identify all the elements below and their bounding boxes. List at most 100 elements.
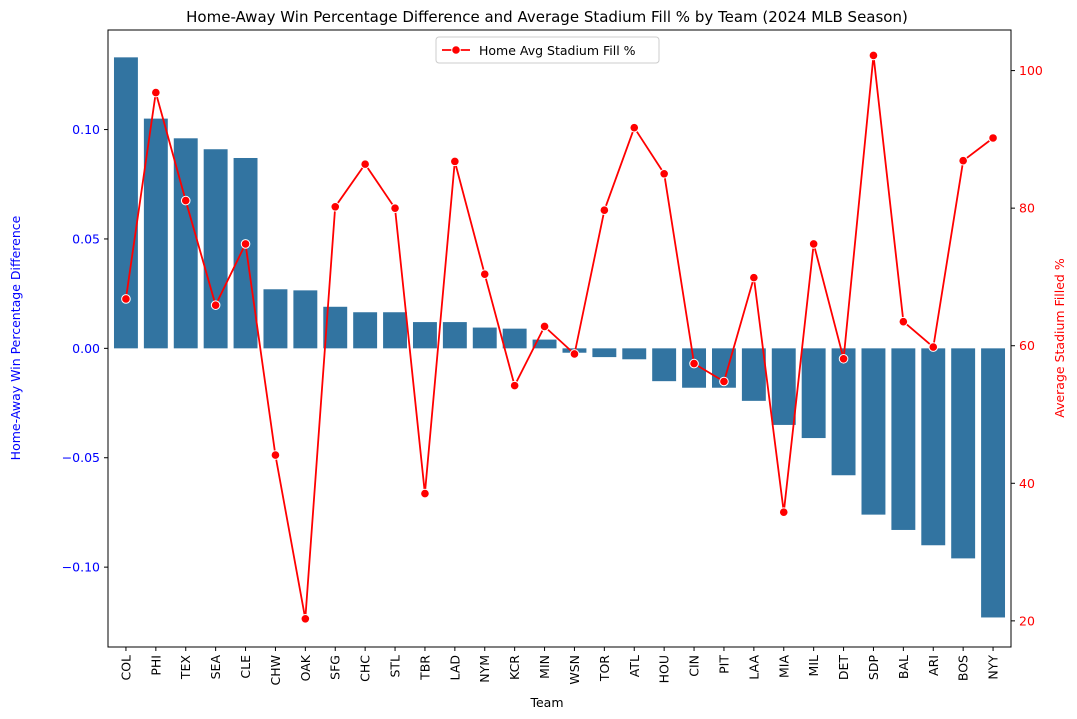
fill-point-tor bbox=[599, 205, 610, 216]
fill-point-laa bbox=[749, 272, 759, 283]
x-tick-label-bal: BAL bbox=[896, 655, 911, 679]
fill-point-ari bbox=[928, 342, 939, 352]
bar-phi bbox=[143, 118, 168, 349]
x-tick-label-det: DET bbox=[836, 655, 851, 681]
bar-tex bbox=[173, 138, 198, 349]
bar-ari bbox=[921, 348, 946, 546]
fill-point-col bbox=[121, 294, 131, 304]
bar-det bbox=[831, 348, 856, 476]
bar-atl bbox=[622, 348, 647, 360]
right-y-axis-label: Average Stadium Filled % bbox=[1052, 258, 1067, 418]
line-series bbox=[121, 50, 998, 624]
fill-point-sdp bbox=[868, 50, 879, 61]
x-tick-label-sfg: SFG bbox=[328, 655, 343, 680]
x-tick-label-tex: TEX bbox=[178, 655, 193, 681]
bar-tbr bbox=[412, 322, 437, 349]
fill-point-phi bbox=[151, 87, 161, 98]
right-y-tick-label: 60 bbox=[1019, 338, 1035, 353]
left-y-tick-label: 0.10 bbox=[72, 122, 100, 137]
bar-min bbox=[532, 339, 557, 349]
bar-col bbox=[113, 57, 138, 349]
x-tick-label-ari: ARI bbox=[926, 655, 941, 676]
bar-nym bbox=[472, 327, 497, 349]
x-tick-label-laa: LAA bbox=[746, 655, 761, 680]
bar-mil bbox=[801, 348, 826, 439]
fill-point-chw bbox=[270, 450, 281, 460]
bar-oak bbox=[293, 290, 318, 349]
right-y-tick-label: 20 bbox=[1019, 613, 1035, 628]
bar-series bbox=[113, 57, 1006, 618]
left-y-tick-label: −0.10 bbox=[62, 560, 100, 575]
fill-point-oak bbox=[300, 613, 311, 624]
bar-sdp bbox=[861, 348, 886, 515]
bar-stl bbox=[383, 312, 408, 349]
fill-point-tex bbox=[180, 195, 191, 206]
fill-point-pit bbox=[719, 376, 729, 387]
x-tick-label-phi: PHI bbox=[148, 655, 163, 676]
bar-chw bbox=[263, 289, 288, 349]
x-tick-label-bos: BOS bbox=[956, 655, 971, 681]
bar-kcr bbox=[502, 328, 527, 349]
fill-point-nym bbox=[479, 269, 490, 279]
x-tick-label-tor: TOR bbox=[597, 655, 612, 682]
fill-point-bos bbox=[958, 155, 968, 166]
fill-point-sea bbox=[210, 300, 221, 310]
fill-point-min bbox=[539, 321, 550, 332]
bar-hou bbox=[652, 348, 677, 382]
bar-cle bbox=[233, 157, 258, 349]
fill-point-kcr bbox=[509, 380, 520, 391]
bar-tor bbox=[592, 348, 617, 358]
legend-marker-swatch bbox=[451, 45, 461, 55]
x-tick-label-mia: MIA bbox=[776, 655, 791, 678]
bar-bal bbox=[891, 348, 916, 530]
x-tick-label-kcr: KCR bbox=[507, 655, 522, 680]
fill-point-sfg bbox=[330, 201, 341, 212]
left-y-axis-label: Home-Away Win Percentage Difference bbox=[8, 215, 23, 460]
x-tick-label-wsn: WSN bbox=[567, 655, 582, 685]
x-tick-label-nyy: NYY bbox=[986, 655, 1001, 680]
x-axis-label: Team bbox=[529, 695, 563, 710]
fill-point-cle bbox=[240, 239, 251, 249]
axes: 0.10 0.05 0.00 −0.05 −0.10 100 80 60 40 20 COL PHI T… bbox=[62, 29, 1043, 686]
fill-point-hou bbox=[659, 168, 669, 179]
x-tick-label-cle: CLE bbox=[238, 655, 253, 679]
fill-point-chc bbox=[360, 159, 370, 169]
bar-chc bbox=[353, 312, 378, 349]
x-tick-label-hou: HOU bbox=[657, 655, 672, 683]
x-tick-label-sdp: SDP bbox=[866, 655, 881, 681]
x-tick-label-oak: OAK bbox=[298, 654, 313, 681]
x-tick-label-atl: ATL bbox=[627, 655, 642, 677]
bar-lad bbox=[442, 322, 467, 349]
bar-bos bbox=[951, 348, 976, 559]
fill-point-lad bbox=[450, 156, 460, 167]
right-y-tick-label: 100 bbox=[1019, 63, 1043, 78]
bar-sea bbox=[203, 149, 228, 349]
x-tick-label-col: COL bbox=[118, 655, 133, 681]
x-tick-label-mil: MIL bbox=[806, 655, 821, 676]
fill-line bbox=[125, 54, 994, 620]
legend-box bbox=[435, 36, 660, 64]
x-tick-label-pit: PIT bbox=[717, 655, 732, 674]
bar-laa bbox=[741, 348, 766, 401]
fill-point-atl bbox=[629, 122, 640, 133]
legend-label: Home Avg Stadium Fill % bbox=[479, 43, 636, 58]
fill-point-cin bbox=[689, 358, 699, 369]
plot-frame bbox=[107, 29, 1012, 648]
fill-point-nyy bbox=[988, 133, 998, 143]
legend: Home Avg Stadium Fill % bbox=[435, 36, 660, 64]
x-tick-label-sea: SEA bbox=[208, 655, 223, 680]
bar-mia bbox=[771, 348, 796, 425]
x-tick-label-stl: STL bbox=[388, 655, 403, 678]
left-y-tick-label: 0.00 bbox=[72, 341, 100, 356]
fill-point-bal bbox=[898, 316, 909, 327]
x-tick-label-lad: LAD bbox=[447, 655, 462, 680]
bar-sfg bbox=[323, 306, 348, 349]
x-tick-label-chw: CHW bbox=[268, 655, 283, 686]
x-tick-label-cin: CIN bbox=[687, 655, 702, 677]
left-y-tick-label: −0.05 bbox=[62, 450, 100, 465]
right-y-tick-label: 80 bbox=[1019, 201, 1035, 216]
right-y-tick-label: 40 bbox=[1019, 476, 1035, 491]
fill-point-stl bbox=[390, 203, 400, 213]
fill-point-tbr bbox=[420, 488, 430, 499]
